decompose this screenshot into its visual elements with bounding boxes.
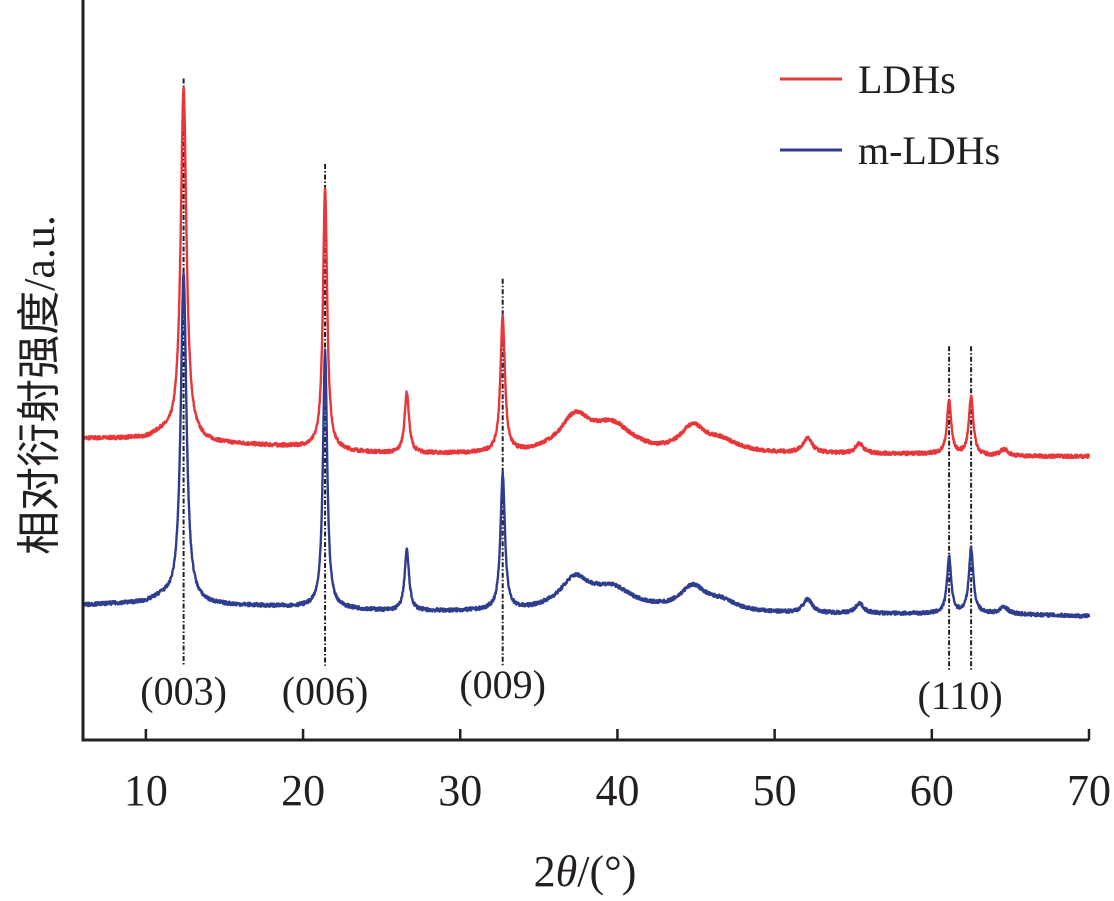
axes bbox=[81, 0, 1089, 742]
x-tick-label: 50 bbox=[753, 766, 797, 815]
x-tick-label: 70 bbox=[1067, 766, 1111, 815]
legend: LDHs m-LDHs bbox=[780, 57, 1000, 173]
legend-label-m-ldhs: m-LDHs bbox=[858, 128, 1000, 173]
y-axis-title: 相对衍射强度/a.u. bbox=[15, 215, 64, 555]
x-axis-title: 2θ/(°) bbox=[534, 847, 637, 896]
series-layer bbox=[81, 86, 1091, 619]
peak-label: (110) bbox=[918, 673, 1003, 718]
annotations: (003) (006) (009) (110) bbox=[140, 662, 1002, 718]
reference-lines bbox=[182, 78, 973, 671]
x-tick-label: 60 bbox=[910, 766, 954, 815]
series-line-ldhs bbox=[81, 86, 1091, 460]
x-tick-label: 10 bbox=[124, 766, 168, 815]
x-ticks: 10 20 30 40 50 60 70 bbox=[124, 729, 1111, 815]
peak-label: (009) bbox=[459, 662, 546, 707]
peak-label: (006) bbox=[282, 669, 369, 714]
peak-label: (003) bbox=[140, 669, 227, 714]
series-line-m-ldhs bbox=[81, 272, 1091, 619]
x-tick-label: 30 bbox=[438, 766, 482, 815]
legend-label-ldhs: LDHs bbox=[858, 57, 956, 102]
x-tick-label: 20 bbox=[281, 766, 325, 815]
x-tick-label: 40 bbox=[595, 766, 639, 815]
